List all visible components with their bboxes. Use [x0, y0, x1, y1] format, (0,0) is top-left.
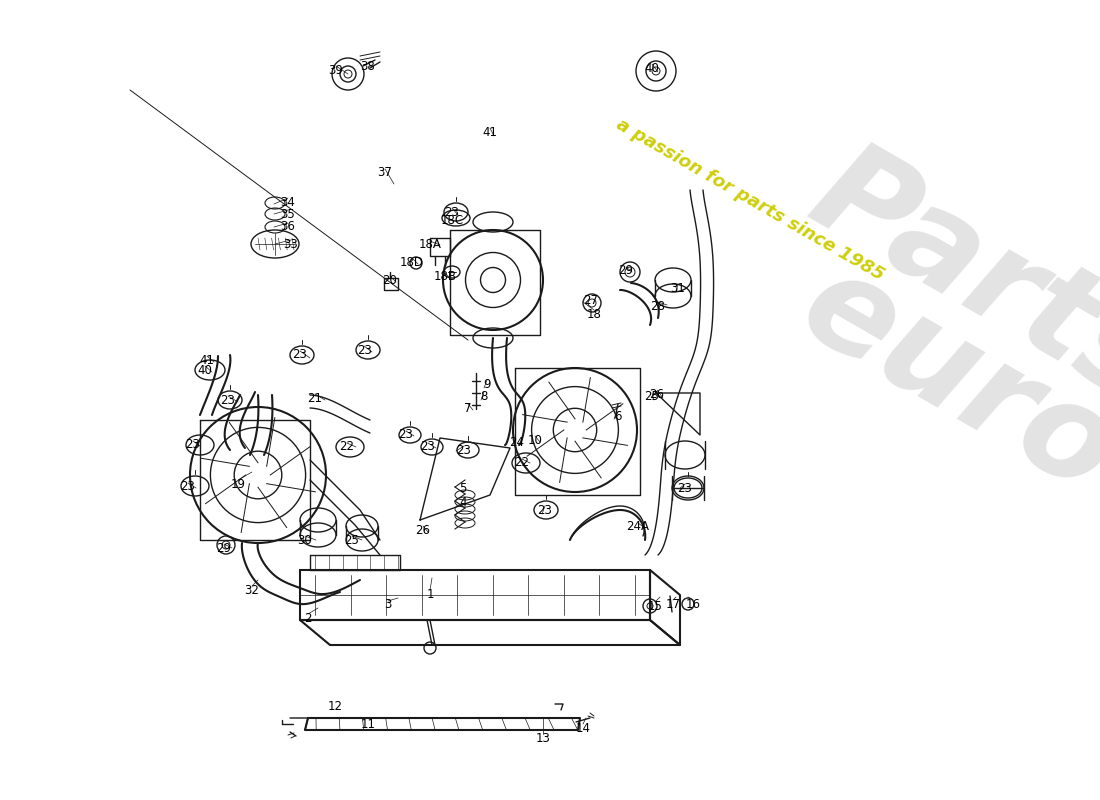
Text: 13: 13: [536, 731, 550, 745]
Text: 14: 14: [575, 722, 591, 734]
Text: 32: 32: [244, 583, 260, 597]
Text: 5: 5: [460, 482, 466, 494]
Text: 1: 1: [427, 589, 433, 602]
Text: 25: 25: [645, 390, 659, 403]
Text: 37: 37: [377, 166, 393, 179]
Text: 7: 7: [464, 402, 472, 414]
Text: 12: 12: [328, 699, 342, 713]
Text: 34: 34: [280, 195, 296, 209]
Text: 28: 28: [650, 299, 666, 313]
Text: 18A: 18A: [419, 238, 441, 251]
Text: 27: 27: [583, 294, 598, 306]
Text: 22: 22: [515, 457, 529, 470]
Text: 30: 30: [298, 534, 312, 546]
Text: 19: 19: [231, 478, 245, 490]
Text: 23: 23: [456, 443, 472, 457]
Text: 18D: 18D: [400, 255, 424, 269]
Text: 24A: 24A: [627, 521, 649, 534]
Text: 26: 26: [416, 523, 430, 537]
Text: 2: 2: [305, 611, 311, 625]
Text: 23: 23: [358, 343, 373, 357]
Text: 9: 9: [483, 378, 491, 390]
Text: 16: 16: [685, 598, 701, 610]
Text: 18: 18: [586, 307, 602, 321]
Text: 18C: 18C: [440, 214, 463, 226]
Text: 18B: 18B: [433, 270, 456, 283]
Text: 8: 8: [481, 390, 487, 402]
Text: 25: 25: [344, 534, 360, 546]
Text: Parts: Parts: [790, 129, 1100, 431]
Text: 23: 23: [293, 349, 307, 362]
Text: 3: 3: [384, 598, 392, 611]
Text: 22: 22: [340, 441, 354, 454]
Text: 23: 23: [538, 503, 552, 517]
Text: 39: 39: [329, 63, 343, 77]
Text: 29: 29: [618, 265, 634, 278]
Text: 41: 41: [483, 126, 497, 138]
Text: euro: euro: [780, 240, 1100, 520]
Text: 17: 17: [666, 598, 681, 610]
Text: 33: 33: [284, 238, 298, 250]
Text: 23: 23: [678, 482, 692, 494]
Text: 26: 26: [649, 387, 664, 401]
Text: 36: 36: [280, 221, 296, 234]
Text: 41: 41: [199, 354, 214, 366]
Text: 40: 40: [198, 363, 212, 377]
Text: 29: 29: [217, 542, 231, 554]
Text: 23: 23: [420, 441, 436, 454]
Text: 23: 23: [444, 206, 460, 218]
Text: a passion for parts since 1985: a passion for parts since 1985: [613, 116, 887, 284]
Text: 21: 21: [308, 391, 322, 405]
Text: 24: 24: [509, 437, 525, 450]
Text: 10: 10: [528, 434, 542, 446]
Text: 20: 20: [383, 274, 397, 286]
Text: 23: 23: [221, 394, 235, 406]
Text: 38: 38: [361, 59, 375, 73]
Text: 4: 4: [460, 495, 466, 509]
Text: 15: 15: [648, 601, 662, 614]
Text: 6: 6: [614, 410, 622, 422]
Text: 23: 23: [398, 429, 414, 442]
Text: 35: 35: [280, 207, 296, 221]
Text: 23: 23: [186, 438, 200, 451]
Text: 31: 31: [671, 282, 685, 294]
Text: 23: 23: [180, 481, 196, 494]
Text: 11: 11: [361, 718, 375, 730]
Text: 40: 40: [645, 62, 659, 74]
